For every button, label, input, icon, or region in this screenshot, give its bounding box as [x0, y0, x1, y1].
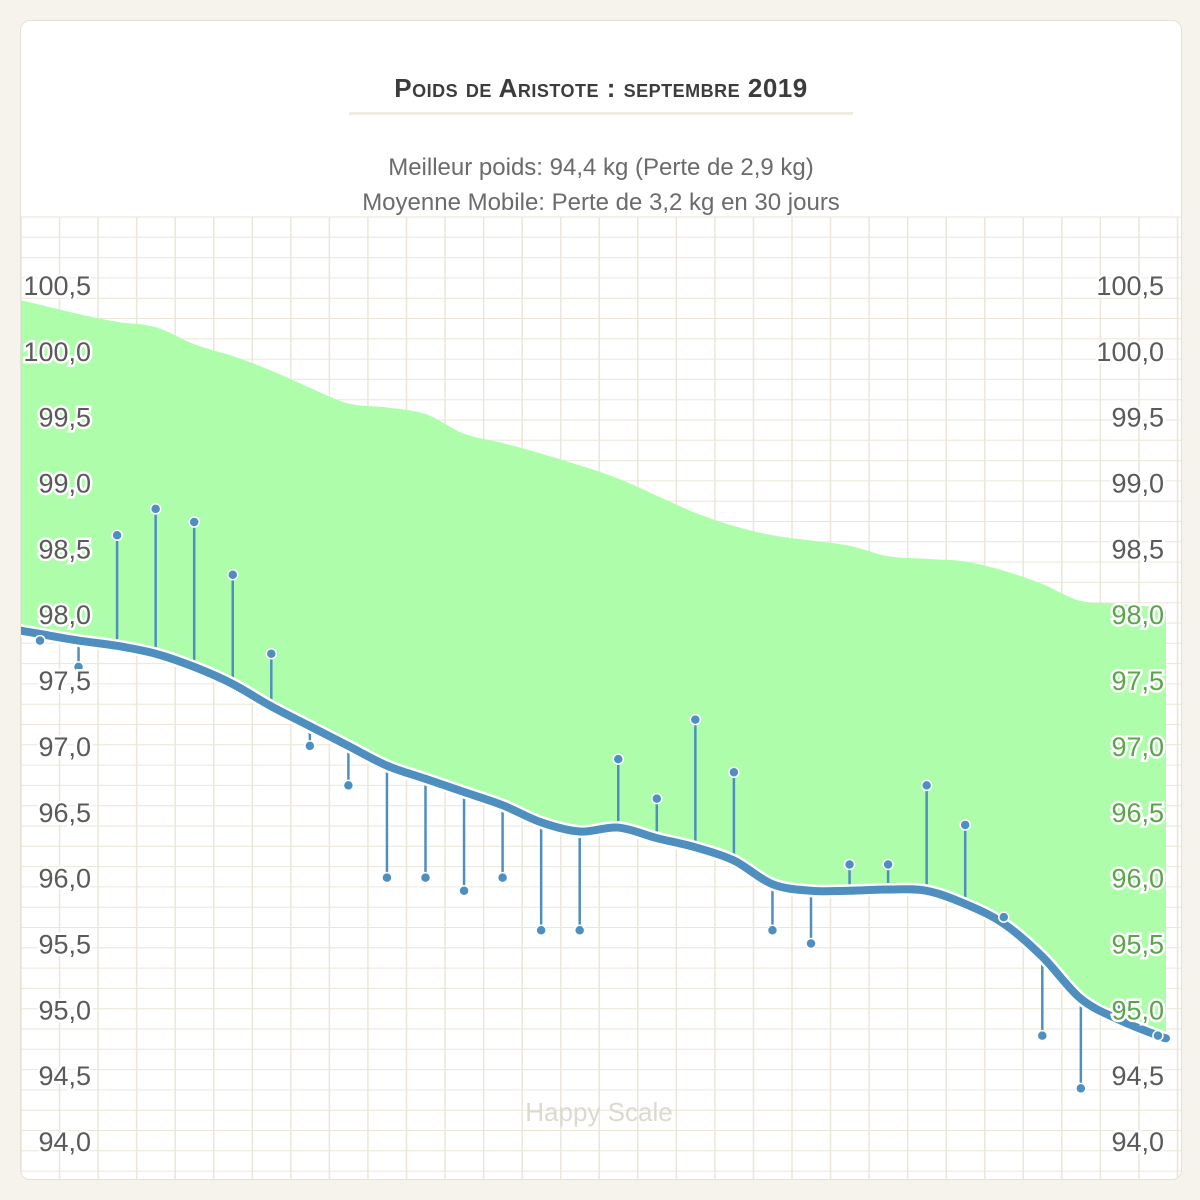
- y-tick-label-left: 100,0: [23, 337, 91, 367]
- watermark: Happy Scale: [525, 1097, 672, 1127]
- weight-point: [689, 713, 702, 726]
- y-tick-label-right: 96,5: [1111, 798, 1164, 828]
- y-axis-left: 100,5 100,0 99,5 99,0 98,5 98,0 97,5 97,0 96,5 96…: [21, 269, 94, 1160]
- y-tick-label-right: 99,5: [1111, 403, 1164, 433]
- y-tick-label-right: 98,5: [1111, 534, 1164, 564]
- weight-points: [34, 503, 1164, 1095]
- weight-point: [728, 766, 740, 779]
- y-tick-label-right: 99,0: [1111, 469, 1164, 499]
- weight-point: [1036, 1029, 1049, 1042]
- weight-point: [304, 740, 316, 752]
- weight-point: [651, 792, 663, 805]
- y-tick-label-left: 99,0: [38, 469, 91, 499]
- weight-point: [458, 885, 470, 897]
- y-tick-label-right: 95,0: [1111, 995, 1164, 1025]
- y-tick-label-left: 100,5: [23, 271, 91, 301]
- weight-point: [959, 819, 971, 831]
- y-tick-label-left: 96,0: [38, 864, 91, 894]
- weight-point: [149, 503, 162, 515]
- y-tick-label-left: 95,0: [38, 995, 91, 1025]
- y-tick-label-right: 95,5: [1111, 929, 1164, 959]
- weight-point: [573, 924, 586, 937]
- y-tick-label-right: 96,0: [1111, 864, 1164, 894]
- weight-point: [188, 516, 200, 528]
- weight-point: [998, 911, 1010, 923]
- y-tick-label-right: 94,0: [1111, 1127, 1164, 1157]
- weight-point: [342, 779, 355, 792]
- weight-point: [882, 858, 894, 871]
- upper-band: [21, 300, 1166, 1039]
- weight-point: [72, 661, 85, 673]
- weight-point: [1113, 1003, 1126, 1016]
- weight-point: [612, 753, 624, 765]
- weight-point: [1075, 1082, 1087, 1095]
- upper-band-area: [21, 300, 1166, 1039]
- weight-point: [419, 871, 432, 884]
- moving-average-text: Moyenne Mobile: Perte de 3,2 kg en 30 jo…: [362, 189, 840, 216]
- weight-point: [920, 779, 933, 792]
- chart-card: 100,5 100,0 99,5 99,0 98,5 98,0 97,5 97,0 96,5 96…: [20, 20, 1182, 1180]
- y-tick-label-left: 95,5: [38, 929, 91, 959]
- weight-point: [227, 568, 239, 581]
- y-tick-label-left: 96,5: [38, 798, 91, 828]
- best-weight-text: Meilleur poids: 94,4 kg (Perte de 2,9 kg…: [388, 154, 814, 181]
- y-tick-label-left: 99,5: [38, 403, 91, 433]
- weight-point: [766, 924, 779, 937]
- y-tick-label-left: 97,5: [38, 666, 91, 696]
- y-tick-label-right: 100,0: [1096, 337, 1164, 367]
- y-tick-label-right: 98,0: [1111, 600, 1164, 630]
- weight-point: [535, 924, 547, 937]
- weight-point: [843, 858, 856, 871]
- y-tick-label-left: 97,0: [38, 732, 91, 762]
- y-axis-right: 100,5 100,0 99,5 99,0 98,5 98,0 97,5 97,0 96,5 96…: [1094, 269, 1167, 1160]
- y-tick-label-left: 94,0: [38, 1127, 91, 1157]
- weight-point: [1152, 1029, 1164, 1042]
- y-tick-label-right: 100,5: [1096, 271, 1164, 301]
- chart-title: Poids de Aristote : septembre 2019: [394, 73, 808, 103]
- weight-point: [805, 937, 817, 950]
- y-tick-label-right: 97,5: [1111, 666, 1164, 696]
- weight-point: [381, 871, 393, 884]
- deviation-stems: [38, 508, 1121, 1089]
- y-tick-label-left: 98,0: [38, 600, 91, 630]
- weight-point: [496, 871, 509, 884]
- title-underline: [349, 112, 853, 115]
- weight-point: [111, 529, 123, 541]
- weight-point: [265, 647, 278, 660]
- y-tick-label-left: 98,5: [38, 534, 91, 564]
- weight-chart: 100,5 100,0 99,5 99,0 98,5 98,0 97,5 97,0 96,5 96…: [21, 216, 1181, 1179]
- y-tick-label-right: 94,5: [1111, 1061, 1164, 1091]
- y-tick-label-left: 94,5: [38, 1061, 91, 1091]
- weight-point: [34, 634, 46, 647]
- y-tick-label-right: 97,0: [1111, 732, 1164, 762]
